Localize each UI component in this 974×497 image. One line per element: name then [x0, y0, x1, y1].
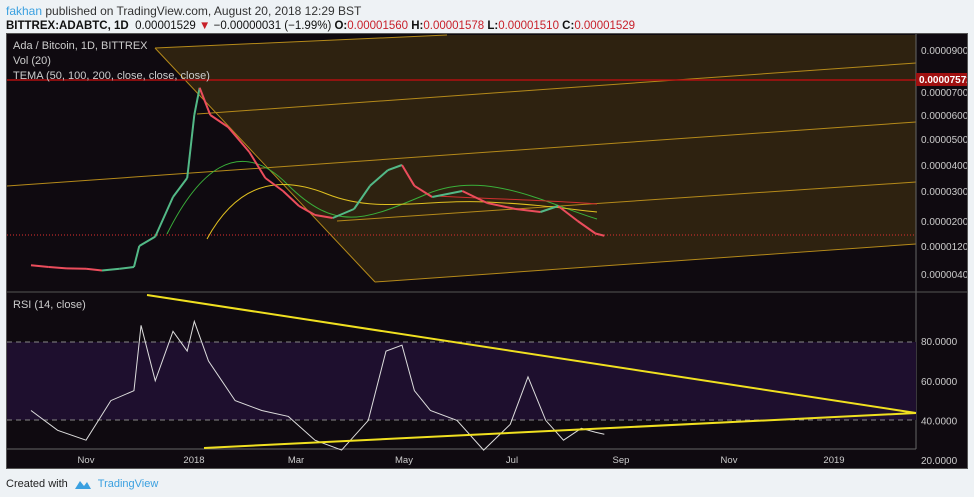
footer: Created with TradingView [6, 478, 158, 490]
created-with-text: Created with [6, 478, 68, 490]
author-link[interactable]: fakhan [6, 4, 43, 18]
rsi-line [30, 319, 605, 451]
channel-lines [7, 34, 917, 283]
high-label: H: [411, 20, 424, 32]
price-segment [264, 177, 284, 192]
price-segment [461, 190, 488, 204]
last-price: 0.00001529 [135, 20, 196, 32]
open-label: O: [334, 20, 348, 32]
price-segment [387, 164, 403, 172]
price-segment [515, 208, 541, 213]
price-segment [353, 185, 371, 210]
price-segment [101, 267, 120, 272]
price-segment [227, 126, 251, 153]
price-segment [369, 169, 389, 187]
price-segment [85, 267, 103, 272]
channel-fill [155, 35, 916, 282]
price-segment [193, 87, 201, 116]
price-segment [314, 214, 333, 219]
rsi-tick-label: 40.0000 [921, 416, 958, 427]
publish-text: published on TradingView.com, August 20,… [45, 4, 362, 18]
rsi-tick-label: 80.0000 [921, 337, 958, 348]
price-segment [48, 266, 67, 270]
price-segment [154, 196, 174, 238]
down-arrow-icon: ▼ [199, 20, 211, 32]
symbol: BITTREX:ADABTC, 1D [6, 20, 129, 32]
price-segment [186, 114, 196, 179]
time-tick-label: 2018 [183, 455, 204, 466]
legend-tema: TEMA (50, 100, 200, close, close, close) [13, 70, 210, 82]
price-segment [332, 208, 355, 219]
price-series [30, 87, 605, 272]
close-label: C: [562, 20, 575, 32]
price-segment [413, 184, 433, 198]
legend-rsi: RSI (14, close) [13, 299, 86, 311]
price-segment [248, 151, 267, 179]
price-segment [172, 177, 189, 198]
rsi-trendline-upper[interactable] [146, 294, 917, 414]
low-label: L: [487, 20, 499, 32]
time-tick-label: Mar [288, 455, 304, 466]
low-value: 0.00001510 [498, 20, 559, 32]
time-tick-label: Jul [506, 455, 518, 466]
price-segment [486, 202, 516, 210]
time-tick-label: Nov [78, 455, 95, 466]
time-tick-label: May [395, 455, 413, 466]
price-segment [132, 245, 141, 268]
rsi-tick-label: 60.0000 [921, 377, 958, 388]
legend-title: Ada / Bitcoin, 1D, BITTREX [13, 40, 148, 52]
time-tick-label: Sep [613, 455, 630, 466]
price-segment [138, 235, 156, 247]
open-value: 0.00001560 [347, 20, 409, 32]
publish-info: fakhan published on TradingView.com, Aug… [6, 4, 361, 18]
price-segment [540, 205, 559, 213]
high-value: 0.00001578 [423, 20, 485, 32]
rsi-tick-label: 20.0000 [921, 456, 958, 467]
price-tag-label: 0.00007572 [919, 75, 967, 86]
tema-100-line [206, 183, 598, 240]
symbol-info: BITTREX:ADABTC, 1D 0.00001529 ▼ −0.00000… [6, 20, 635, 32]
rsi-series [30, 319, 605, 451]
price-segment [209, 114, 229, 128]
close-value: 0.00001529 [574, 20, 636, 32]
rsi-trendline-lower[interactable] [203, 412, 917, 449]
time-tick-label: Nov [721, 455, 738, 466]
price-segment [298, 205, 316, 216]
tradingview-logo-icon [74, 481, 91, 489]
price-change: −0.00000031 (−1.99%) [213, 20, 332, 32]
rsi-band [7, 342, 916, 420]
price-tag [916, 73, 967, 86]
price-segment [30, 264, 49, 268]
time-tick-label: 2019 [823, 455, 844, 466]
price-segment [431, 190, 463, 198]
price-segment [557, 205, 579, 222]
price-segment [119, 266, 135, 270]
tema-200-line [436, 195, 598, 205]
price-segment [401, 164, 416, 187]
price-segment [577, 220, 597, 235]
tradingview-link[interactable]: TradingView [97, 478, 159, 490]
price-segment [595, 232, 605, 237]
legend-vol: Vol (20) [13, 55, 51, 67]
price-segment [282, 190, 300, 207]
price-segment [198, 87, 212, 116]
tema-50-line [166, 161, 598, 235]
